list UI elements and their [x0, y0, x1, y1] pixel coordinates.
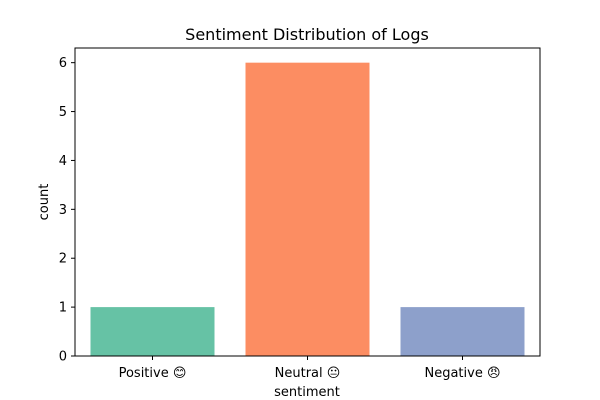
y-tick-label: 6 — [59, 56, 67, 71]
x-tick-label: Positive 😊 — [119, 366, 187, 381]
plot-frame — [74, 47, 541, 357]
x-axis-label: sentiment — [274, 385, 340, 400]
y-tick-label: 5 — [59, 105, 67, 120]
bars-group — [90, 62, 525, 357]
y-tick-label: 1 — [59, 301, 67, 316]
x-tick-label: Neutral 😐 — [275, 366, 341, 381]
x-axis-ticks: Positive 😊 Neutral 😐 Negative 😠 — [119, 356, 501, 381]
chart-title: Sentiment Distribution of Logs — [185, 25, 429, 44]
y-tick-label: 0 — [59, 350, 67, 365]
y-axis-ticks: 0 1 2 3 4 5 6 — [59, 56, 75, 365]
y-axis-label: count — [37, 184, 52, 221]
x-tick-label: Negative 😠 — [424, 366, 500, 381]
bar-0 — [90, 307, 215, 356]
y-tick-label: 4 — [59, 154, 67, 169]
bar-2 — [400, 307, 525, 356]
y-tick-label: 3 — [59, 203, 67, 218]
bar-1 — [245, 62, 370, 357]
y-tick-label: 2 — [59, 252, 67, 267]
